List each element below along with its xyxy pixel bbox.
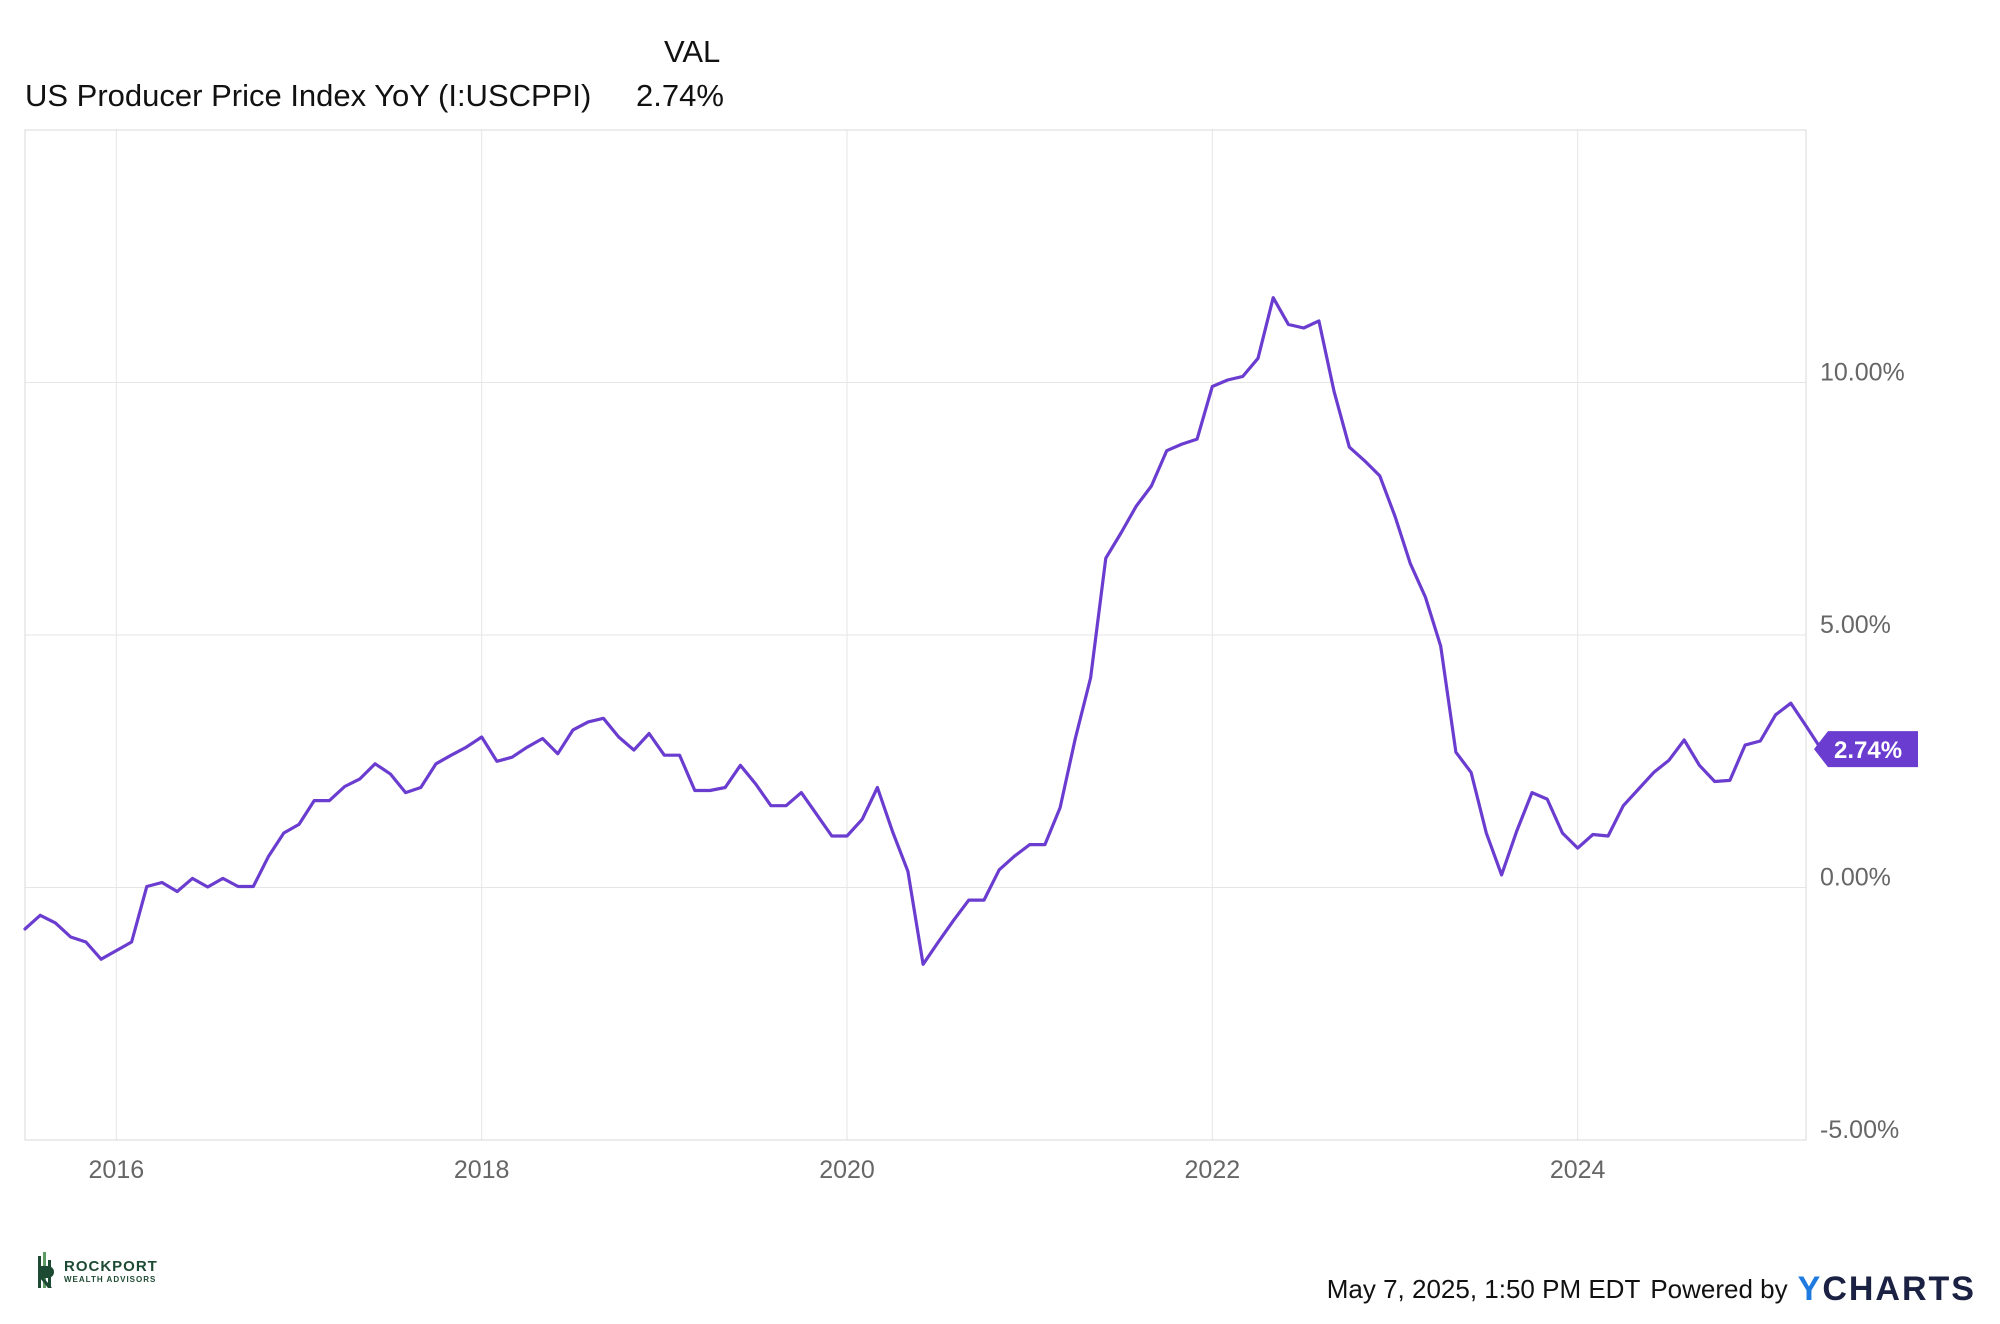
series-line[interactable] [23, 296, 1823, 966]
last-value-badge-text: 2.74% [1834, 737, 1902, 764]
rockport-mark-icon [36, 1250, 58, 1292]
ycharts-logo[interactable]: YCHARTS [1798, 1270, 1976, 1309]
footer-timestamp: May 7, 2025, 1:50 PM EDT [1326, 1273, 1641, 1304]
x-tick-label: 2020 [819, 1156, 875, 1184]
y-axis: 10.00% 5.00% 0.00% -5.00% [1820, 359, 1905, 1145]
x-axis: 2016 2018 2020 2022 2024 [89, 1156, 1606, 1184]
x-tick-label: 2024 [1550, 1156, 1606, 1184]
ycharts-logo-y: Y [1797, 1269, 1823, 1308]
brand-name-line2: WEALTH ADVISORS [64, 1274, 157, 1284]
y-tick-label: 5.00% [1820, 611, 1891, 639]
grid-lines [25, 130, 1806, 1141]
legend-value-header: VAL [664, 34, 721, 69]
footer: May 7, 2025, 1:50 PM EDT Powered by YCHA… [1327, 1266, 1976, 1312]
legend-series-label[interactable]: US Producer Price Index YoY (I:USCPPI) [25, 78, 592, 113]
x-tick-label: 2022 [1185, 1156, 1241, 1184]
brand-name-line1: ROCKPORT [64, 1257, 158, 1275]
rockport-logo: ROCKPORT WEALTH ADVISORS [36, 1250, 158, 1292]
legend-series-value: 2.74% [636, 78, 724, 113]
x-tick-label: 2018 [454, 1156, 510, 1184]
y-tick-label: 10.00% [1820, 359, 1905, 387]
x-tick-label: 2016 [89, 1156, 145, 1184]
ycharts-logo-text: CHARTS [1822, 1269, 1976, 1308]
plot-area-frame [24, 129, 1807, 1141]
y-tick-label: -5.00% [1820, 1116, 1899, 1144]
last-value-badge-shape [1814, 731, 1918, 768]
footer-powered-by: Powered by [1650, 1273, 1788, 1304]
y-tick-label: 0.00% [1820, 864, 1891, 892]
last-value-badge: 2.74% [1814, 731, 1918, 768]
